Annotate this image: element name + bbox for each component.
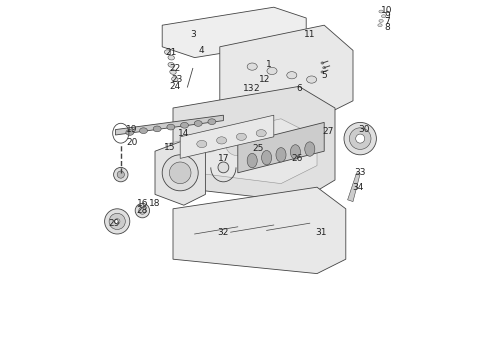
Text: 13: 13: [243, 84, 254, 93]
Ellipse shape: [379, 10, 383, 13]
Ellipse shape: [117, 171, 124, 178]
Polygon shape: [173, 187, 346, 274]
Text: 5: 5: [321, 71, 327, 80]
Ellipse shape: [140, 128, 147, 134]
Ellipse shape: [197, 140, 207, 148]
Polygon shape: [180, 115, 274, 158]
Text: 7: 7: [384, 17, 390, 26]
Text: 31: 31: [315, 228, 326, 237]
Text: 19: 19: [126, 125, 137, 134]
Ellipse shape: [247, 153, 257, 168]
Ellipse shape: [135, 203, 149, 218]
Ellipse shape: [197, 132, 220, 152]
Ellipse shape: [356, 134, 365, 143]
Ellipse shape: [323, 67, 326, 69]
Ellipse shape: [226, 136, 249, 156]
Text: 14: 14: [178, 129, 190, 138]
Text: 27: 27: [322, 127, 334, 136]
Ellipse shape: [267, 67, 277, 75]
Polygon shape: [155, 140, 205, 205]
Ellipse shape: [291, 145, 300, 159]
Text: 12: 12: [259, 76, 270, 85]
Ellipse shape: [139, 207, 146, 214]
Ellipse shape: [168, 55, 174, 60]
Ellipse shape: [104, 209, 130, 234]
Text: 20: 20: [126, 138, 137, 147]
Text: 25: 25: [252, 144, 263, 153]
Ellipse shape: [180, 122, 189, 128]
Text: 4: 4: [199, 46, 205, 55]
Text: 9: 9: [384, 10, 390, 19]
Ellipse shape: [194, 121, 202, 126]
Text: 26: 26: [292, 154, 303, 163]
Text: 15: 15: [164, 143, 175, 152]
Ellipse shape: [167, 124, 175, 130]
Ellipse shape: [217, 137, 227, 144]
Ellipse shape: [378, 24, 382, 27]
Ellipse shape: [168, 62, 174, 67]
Ellipse shape: [115, 219, 120, 224]
Ellipse shape: [170, 162, 191, 184]
Ellipse shape: [276, 148, 286, 162]
Ellipse shape: [109, 213, 125, 230]
Text: 6: 6: [296, 84, 302, 93]
Text: 21: 21: [166, 49, 177, 57]
Ellipse shape: [172, 77, 178, 82]
Ellipse shape: [305, 142, 315, 156]
Text: 8: 8: [384, 22, 390, 31]
Polygon shape: [347, 173, 360, 202]
Polygon shape: [162, 7, 306, 58]
Text: 16: 16: [137, 199, 148, 208]
Ellipse shape: [262, 150, 271, 165]
Text: 28: 28: [137, 206, 148, 215]
Text: 30: 30: [358, 125, 369, 134]
Ellipse shape: [126, 130, 134, 135]
Ellipse shape: [344, 122, 376, 155]
Text: 10: 10: [381, 6, 393, 15]
Text: 29: 29: [108, 219, 119, 228]
Ellipse shape: [255, 139, 278, 159]
Text: 2: 2: [253, 84, 259, 93]
Text: 33: 33: [354, 168, 366, 177]
Ellipse shape: [162, 155, 198, 191]
Polygon shape: [166, 119, 317, 184]
Ellipse shape: [170, 69, 176, 75]
Text: 17: 17: [218, 154, 229, 163]
Text: 24: 24: [169, 82, 180, 91]
Ellipse shape: [381, 15, 386, 18]
Text: 11: 11: [304, 30, 316, 39]
Ellipse shape: [218, 162, 229, 173]
Ellipse shape: [164, 50, 171, 55]
Ellipse shape: [349, 128, 371, 149]
Ellipse shape: [153, 126, 161, 132]
Text: 22: 22: [169, 64, 180, 73]
Polygon shape: [173, 86, 335, 202]
Polygon shape: [116, 115, 223, 135]
Text: 18: 18: [149, 199, 161, 208]
Text: 34: 34: [353, 183, 364, 192]
Text: 32: 32: [218, 228, 229, 237]
Polygon shape: [220, 25, 353, 115]
Ellipse shape: [247, 63, 257, 70]
Ellipse shape: [321, 71, 324, 73]
Ellipse shape: [321, 62, 324, 64]
Ellipse shape: [256, 130, 266, 137]
Text: 3: 3: [190, 30, 196, 39]
Ellipse shape: [208, 119, 216, 125]
Ellipse shape: [287, 72, 297, 79]
Ellipse shape: [114, 167, 128, 182]
Text: 23: 23: [171, 75, 182, 84]
Ellipse shape: [236, 133, 246, 140]
Polygon shape: [238, 122, 324, 173]
Text: 1: 1: [266, 60, 271, 69]
Ellipse shape: [307, 76, 317, 83]
Ellipse shape: [379, 19, 383, 22]
